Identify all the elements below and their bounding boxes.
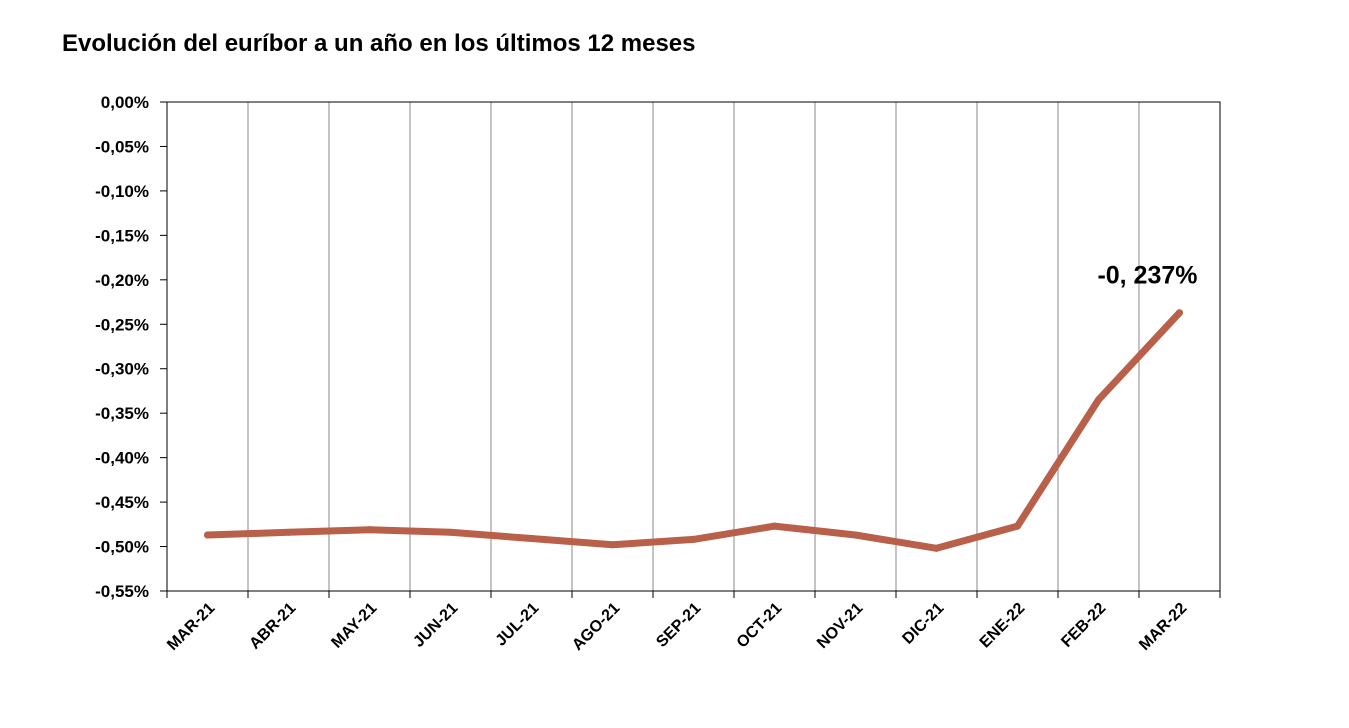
chart-title: Evolución del euríbor a un año en los úl… — [62, 30, 696, 57]
x-tick-label: AGO-21 — [569, 600, 623, 654]
data-point — [447, 528, 454, 536]
y-tick-label: -0,25% — [95, 315, 149, 334]
plot-area — [166, 101, 1221, 592]
x-tick-label: JUL-21 — [493, 600, 543, 650]
y-tick-label: -0,40% — [95, 449, 149, 468]
y-tick-label: -0,55% — [95, 582, 149, 601]
data-point — [690, 535, 697, 543]
y-tick-label: 0,00% — [101, 93, 149, 112]
x-tick-label: SEP-21 — [653, 600, 704, 651]
series-line — [204, 309, 1183, 552]
y-axis-ticks: 0,00% -0,05% -0,10% -0,15% -0,20% -0,25% -0,30… — [95, 93, 167, 601]
data-point — [366, 526, 373, 534]
data-point — [528, 535, 535, 543]
data-point — [1095, 396, 1102, 404]
data-label-annotation: -0, 237% — [1097, 262, 1197, 290]
data-point — [609, 541, 616, 549]
annotation-layer: -0, 237% — [1097, 262, 1197, 290]
x-tick-label: OCT-21 — [734, 600, 786, 652]
x-tick-label: MAY-21 — [328, 600, 380, 652]
y-tick-label: -0,10% — [95, 182, 149, 201]
x-tick-label: JUN-21 — [410, 600, 461, 651]
data-point — [204, 531, 211, 539]
data-point — [285, 528, 292, 536]
x-axis-ticks: MAR-21 ABR-21 MAY-21 JUN-21 JUL-21 AGO-21 SEP-… — [164, 591, 1221, 654]
y-tick-label: -0,30% — [95, 360, 149, 379]
grid-lines — [247, 102, 1140, 591]
data-point — [933, 544, 940, 552]
x-tick-label: DIC-21 — [899, 600, 947, 648]
y-tick-label: -0,50% — [95, 538, 149, 557]
x-tick-label: ENE-22 — [977, 600, 1029, 652]
y-tick-label: -0,35% — [95, 404, 149, 423]
y-tick-label: -0,45% — [95, 493, 149, 512]
x-tick-label: FEB-22 — [1058, 600, 1109, 651]
data-point — [1176, 309, 1183, 317]
data-point — [1014, 522, 1021, 530]
x-tick-label: ABR-21 — [246, 600, 299, 653]
y-tick-label: -0,05% — [95, 137, 149, 156]
x-tick-label: NOV-21 — [814, 600, 866, 652]
x-tick-label: MAR-22 — [1136, 600, 1190, 654]
data-point — [852, 531, 859, 539]
series-layer — [204, 309, 1183, 552]
x-tick-label: MAR-21 — [164, 600, 218, 654]
y-tick-label: -0,20% — [95, 271, 149, 290]
y-tick-label: -0,15% — [95, 226, 149, 245]
data-point — [771, 522, 778, 530]
